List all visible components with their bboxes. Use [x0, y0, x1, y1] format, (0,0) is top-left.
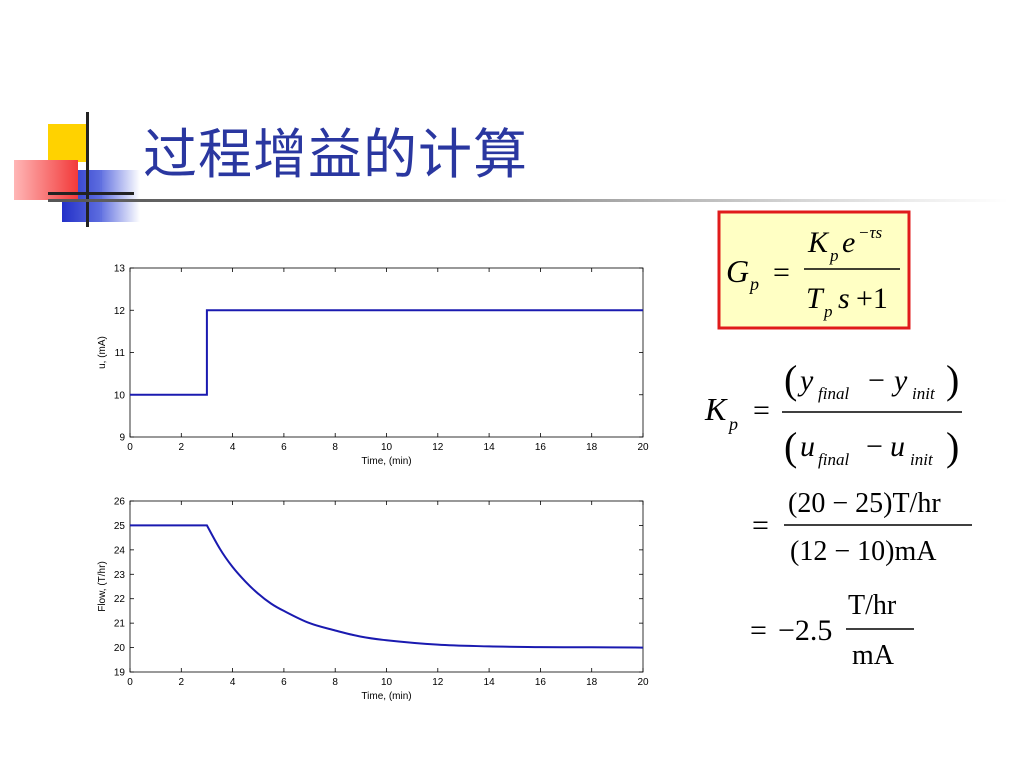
y-tick-label: 13 [114, 264, 126, 275]
x-tick-label: 4 [230, 442, 236, 453]
transfer-function-formula: G p = K p e −τs T p s +1 [717, 210, 911, 330]
deco-horizontal-line [48, 192, 134, 195]
x-axis-label: Time, (min) [361, 456, 411, 467]
x-tick-label: 12 [432, 442, 444, 453]
x-tick-label: 6 [281, 677, 287, 688]
y-tick-label: 22 [114, 594, 126, 605]
plot-frame [129, 500, 644, 673]
step2-equals: = [750, 614, 767, 647]
kp-equals: = [753, 394, 770, 427]
series-line [130, 309, 643, 396]
calculation-step-2: = −2.5 T/hr mA [750, 590, 914, 671]
y-tick-label: 19 [114, 668, 126, 679]
x-tick-label: 20 [637, 442, 649, 453]
step2-numerator: T/hr [848, 590, 897, 621]
x-axis-label: Time, (min) [361, 691, 411, 702]
kp-num-y: y [797, 364, 814, 397]
tf-den-t: T [806, 282, 825, 315]
step1-equals: = [752, 509, 769, 542]
deco-vertical-line [86, 112, 89, 227]
kp-den-u-init: init [910, 450, 934, 469]
kp-num-y-final: final [818, 384, 849, 403]
kp-lhs: K [704, 391, 728, 427]
step2-value: −2.5 [778, 614, 832, 647]
x-tick-label: 0 [127, 677, 133, 688]
y-tick-label: 23 [114, 570, 126, 581]
y-tick-label: 25 [114, 521, 126, 532]
y-tick-label: 10 [114, 390, 126, 401]
kp-num-minus: − [868, 364, 885, 397]
input-chart: 0 2 4 6 8 10 12 14 16 18 20 9 10 11 12 13 Time, (min) u, … [97, 264, 649, 468]
x-tick-label: 14 [484, 442, 496, 453]
x-tick-label: 10 [381, 677, 393, 688]
x-tick-label: 18 [586, 677, 598, 688]
x-tick-label: 6 [281, 442, 287, 453]
y-tick-label: 20 [114, 643, 126, 654]
gain-definition-formula: K p = ( y final − y init ) ( u final − u… [704, 357, 962, 469]
kp-num-rparen: ) [946, 357, 959, 402]
x-tick-label: 16 [535, 677, 547, 688]
tf-lhs-sub: p [748, 274, 759, 294]
kp-num-y-init: init [912, 384, 936, 403]
kp-den-minus: − [866, 430, 883, 463]
step2-denominator: mA [852, 640, 895, 671]
y-tick-label: 24 [114, 545, 126, 556]
kp-den-u2: u [890, 430, 905, 463]
formula-highlight-box [717, 210, 911, 330]
tf-den-t-sub: p [823, 302, 833, 321]
calculation-step-1: = (20 − 25)T/hr (12 − 10)mA [752, 488, 972, 567]
deco-yellow-square [48, 124, 88, 162]
tf-equals: = [773, 256, 790, 289]
x-tick-label: 10 [381, 442, 393, 453]
x-tick-label: 12 [432, 677, 444, 688]
x-tick-label: 18 [586, 442, 598, 453]
step1-denominator: (12 − 10)mA [790, 536, 937, 567]
tf-den-s: s [838, 282, 850, 315]
deco-blue-fade [100, 170, 140, 222]
y-tick-label: 12 [114, 306, 126, 317]
step1-numerator: (20 − 25)T/hr [788, 488, 941, 519]
tf-num-exp: −τs [858, 223, 883, 242]
page-title: 过程增益的计算 [143, 123, 528, 186]
x-tick-label: 8 [332, 677, 338, 688]
x-tick-label: 4 [230, 677, 236, 688]
tf-num-e: e [842, 226, 855, 259]
y-axis-label: u, (mA) [97, 336, 108, 369]
y-tick-label: 26 [114, 497, 126, 508]
kp-lhs-sub: p [727, 414, 738, 434]
tf-num-k: K [807, 226, 830, 259]
x-tick-label: 2 [179, 442, 185, 453]
title-underline [48, 199, 1008, 202]
plot-frame [129, 267, 644, 438]
kp-den-u: u [800, 430, 815, 463]
kp-den-lparen: ( [784, 424, 797, 469]
x-tick-label: 8 [332, 442, 338, 453]
kp-num-y2: y [891, 364, 908, 397]
x-tick-label: 16 [535, 442, 547, 453]
kp-num-lparen: ( [784, 357, 797, 402]
x-tick-label: 14 [484, 677, 496, 688]
y-tick-label: 9 [119, 433, 125, 444]
x-tick-label: 0 [127, 442, 133, 453]
x-tick-label: 2 [179, 677, 185, 688]
kp-den-rparen: ) [946, 424, 959, 469]
series-line [130, 524, 644, 649]
y-tick-label: 11 [115, 348, 126, 359]
y-tick-label: 21 [114, 619, 126, 630]
tf-lhs: G [726, 253, 749, 289]
y-axis-label: Flow, (T/hr) [97, 561, 108, 612]
x-tick-label: 20 [637, 677, 649, 688]
tf-den-plus-one: +1 [856, 282, 888, 315]
tf-num-k-sub: p [829, 246, 839, 265]
kp-den-u-final: final [818, 450, 849, 469]
